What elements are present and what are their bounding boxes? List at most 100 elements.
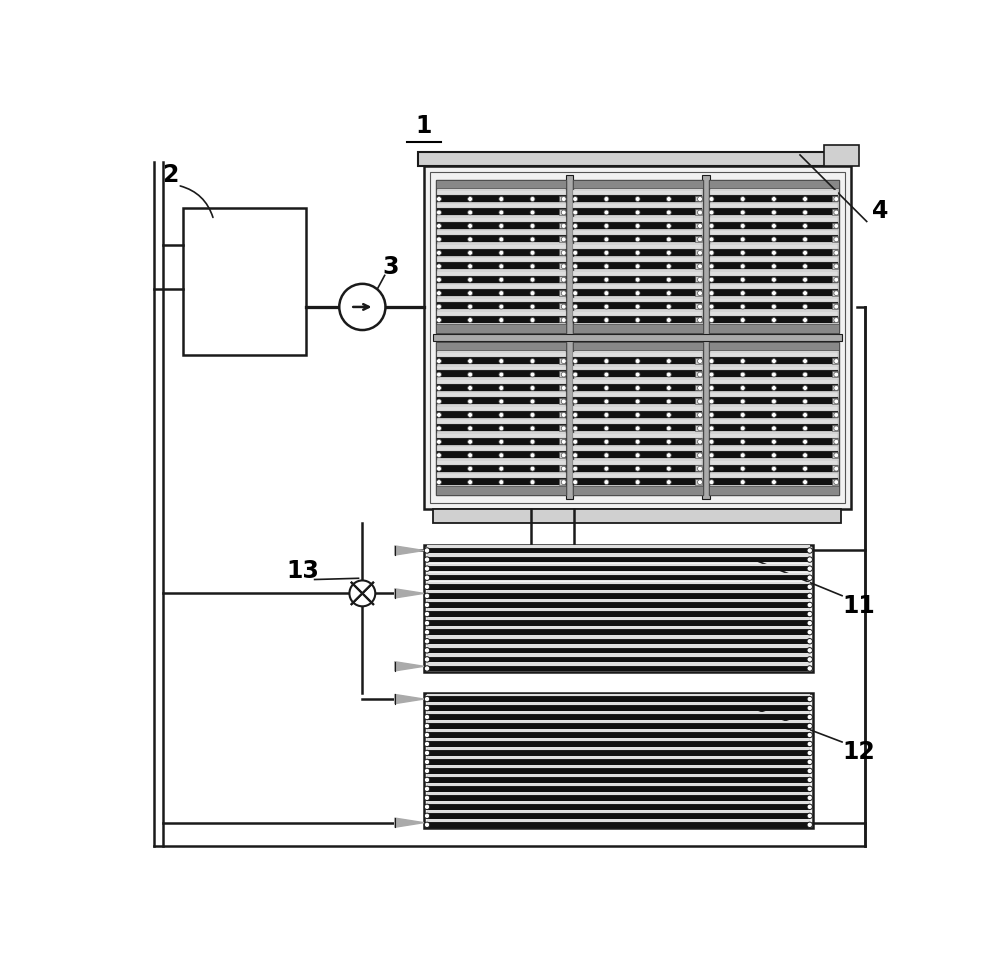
Circle shape [339, 284, 385, 331]
Bar [710, 271, 838, 276]
Circle shape [834, 454, 839, 458]
Bar [427, 715, 810, 720]
Circle shape [635, 291, 640, 296]
Circle shape [635, 210, 640, 215]
Bar [709, 181, 839, 189]
Text: 3: 3 [383, 255, 399, 279]
Circle shape [834, 197, 839, 202]
Bar [437, 231, 566, 236]
Circle shape [771, 413, 776, 418]
Circle shape [803, 318, 808, 323]
Circle shape [499, 467, 504, 472]
Bar [427, 554, 810, 557]
Circle shape [468, 291, 473, 296]
Circle shape [666, 359, 671, 364]
Circle shape [635, 454, 640, 458]
Bar [832, 290, 838, 296]
Bar [832, 466, 838, 472]
Circle shape [807, 724, 812, 729]
Circle shape [573, 359, 578, 364]
Circle shape [803, 467, 808, 472]
Bar [427, 654, 810, 657]
Circle shape [834, 264, 839, 269]
Circle shape [499, 413, 504, 418]
Polygon shape [395, 662, 424, 671]
Circle shape [709, 318, 714, 323]
Bar [559, 223, 565, 229]
Circle shape [561, 480, 566, 485]
Circle shape [771, 318, 776, 323]
Bar [573, 181, 703, 189]
Bar [424, 545, 813, 673]
Bar [710, 276, 838, 283]
Bar [559, 372, 565, 378]
Bar [437, 311, 566, 316]
Bar [559, 236, 565, 242]
Bar [832, 385, 838, 391]
Bar [573, 393, 702, 398]
Circle shape [530, 264, 535, 269]
Bar [437, 465, 566, 472]
Circle shape [740, 480, 745, 485]
Circle shape [666, 278, 671, 283]
Bar [437, 262, 566, 270]
Bar [710, 236, 838, 243]
Circle shape [803, 454, 808, 458]
Bar [436, 181, 566, 189]
Circle shape [604, 400, 609, 405]
Bar [437, 460, 566, 465]
Bar [710, 289, 838, 297]
Bar [695, 250, 702, 256]
Circle shape [803, 400, 808, 405]
Circle shape [437, 278, 441, 283]
Circle shape [771, 264, 776, 269]
Circle shape [561, 224, 566, 229]
Circle shape [530, 454, 535, 458]
Bar [573, 209, 702, 216]
Circle shape [561, 305, 566, 309]
Bar [695, 304, 702, 309]
Circle shape [834, 359, 839, 364]
Circle shape [604, 386, 609, 391]
Circle shape [807, 697, 812, 702]
Circle shape [807, 742, 812, 747]
Circle shape [573, 305, 578, 309]
Circle shape [437, 210, 441, 215]
Circle shape [807, 639, 812, 644]
Bar [436, 343, 566, 351]
Bar [710, 311, 838, 316]
Bar [709, 343, 839, 351]
Bar [437, 407, 566, 411]
Circle shape [437, 197, 441, 202]
Circle shape [530, 305, 535, 309]
Bar [709, 325, 839, 333]
Bar [427, 636, 810, 639]
Bar [427, 564, 810, 566]
Circle shape [468, 386, 473, 391]
Bar [573, 191, 702, 196]
Circle shape [499, 318, 504, 323]
Bar [427, 769, 810, 774]
Text: 11: 11 [843, 593, 875, 617]
Bar [695, 263, 702, 269]
Circle shape [604, 454, 609, 458]
Circle shape [604, 467, 609, 472]
Circle shape [740, 427, 745, 431]
Circle shape [437, 373, 441, 378]
Bar [695, 426, 702, 431]
Bar [437, 447, 566, 452]
Circle shape [698, 251, 702, 256]
Bar [695, 236, 702, 242]
Circle shape [771, 251, 776, 256]
Bar [573, 271, 702, 276]
Circle shape [666, 427, 671, 431]
Circle shape [807, 621, 812, 627]
Circle shape [635, 467, 640, 472]
Bar [418, 153, 851, 167]
Circle shape [530, 373, 535, 378]
Bar [427, 703, 810, 705]
Circle shape [666, 318, 671, 323]
Bar [573, 425, 702, 431]
Circle shape [635, 224, 640, 229]
Circle shape [807, 548, 812, 554]
